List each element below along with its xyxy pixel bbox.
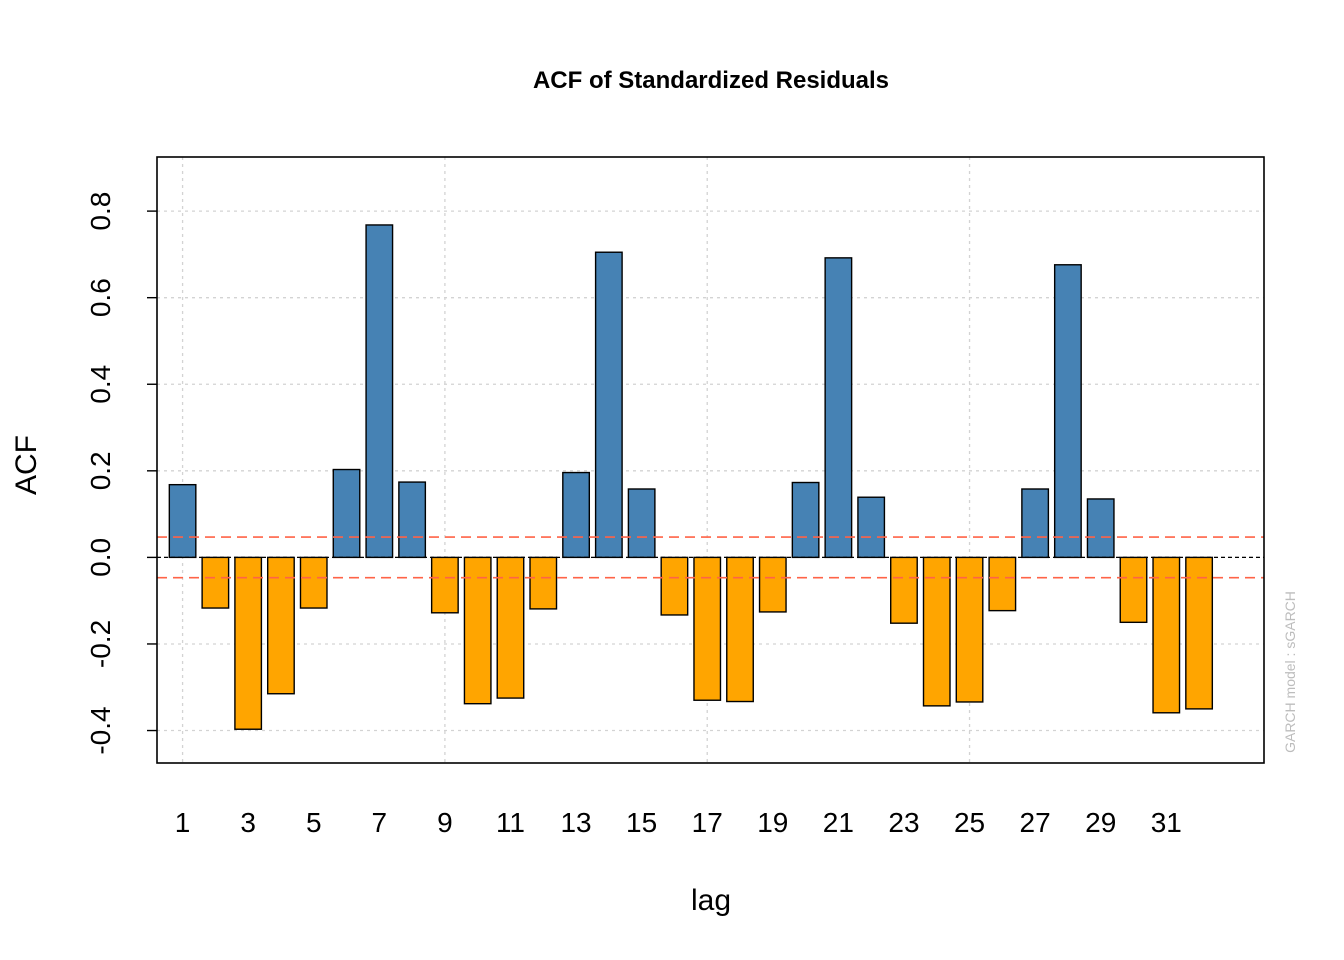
acf-bar-lag-26: [988, 556, 1017, 612]
y-tick-label: 0.6: [85, 278, 116, 317]
acf-bar-lag-1: [168, 483, 197, 559]
x-tick-label: 15: [626, 807, 657, 838]
x-axis-title: lag: [691, 884, 731, 917]
x-tick-label: 29: [1085, 807, 1116, 838]
x-tick-label: 19: [757, 807, 788, 838]
acf-bar-lag-24: [922, 556, 951, 707]
x-axis: 1 3 5 7 9 11 13 15 17 19 21 23 25 27 29 31: [175, 807, 1182, 838]
acf-bar-lag-11: [496, 556, 525, 699]
x-tick-label: 21: [823, 807, 854, 838]
x-tick-label: 17: [692, 807, 723, 838]
acf-bar-lag-7: [365, 224, 394, 559]
acf-bar-lag-25: [955, 556, 984, 703]
plot-frame: [156, 156, 1265, 764]
y-axis: -0.4 -0.2 0.0 0.2 0.4 0.6 0.8: [85, 192, 157, 755]
y-axis-title: ACF: [10, 435, 43, 495]
y-tick-label: 0.4: [85, 365, 116, 404]
y-tick-label: 0.0: [85, 538, 116, 577]
acf-bar-lag-13: [562, 471, 591, 559]
x-tick-label: 5: [306, 807, 322, 838]
acf-bar-lag-23: [890, 556, 918, 624]
x-tick-label: 7: [372, 807, 388, 838]
y-tick-label: 0.8: [85, 192, 116, 231]
x-tick-label: 31: [1151, 807, 1182, 838]
y-tick-label: 0.2: [85, 451, 116, 490]
acf-bar-lag-14: [594, 251, 623, 559]
x-tick-label: 13: [560, 807, 591, 838]
y-tick-label: -0.4: [85, 706, 116, 754]
acf-bar-lag-21: [824, 257, 853, 559]
acf-bar-lag-22: [857, 496, 886, 559]
x-tick-label: 25: [954, 807, 985, 838]
watermark: GARCH model : sGARCH: [1282, 591, 1298, 753]
x-tick-label: 27: [1020, 807, 1051, 838]
x-tick-label: 11: [496, 807, 525, 838]
x-tick-label: 3: [240, 807, 256, 838]
acf-bar-lag-15: [627, 488, 656, 559]
x-tick-label: 23: [888, 807, 919, 838]
acf-bar-lag-16: [660, 556, 689, 616]
acf-bar-lag-18: [726, 556, 754, 703]
bars: [168, 224, 1214, 730]
acf-bar-lag-29: [1086, 498, 1115, 559]
acf-bar-lag-32: [1185, 556, 1214, 710]
acf-bar-lag-2: [201, 556, 230, 609]
acf-bar-lag-28: [1053, 264, 1082, 559]
acf-bar-lag-27: [1021, 488, 1050, 559]
acf-bar-lag-4: [266, 556, 295, 695]
reference-lines: [157, 536, 1264, 579]
acf-bar-lag-20: [791, 481, 820, 559]
chart-title: ACF of Standardized Residuals: [533, 67, 889, 94]
acf-bar-lag-6: [332, 468, 361, 559]
acf-bar-lag-3: [234, 556, 263, 730]
acf-bar-lag-31: [1152, 556, 1181, 714]
acf-bar-lag-8: [398, 481, 427, 559]
acf-bar-lag-10: [463, 556, 492, 705]
acf-bar-lag-9: [430, 556, 459, 614]
x-tick-label: 1: [175, 807, 191, 838]
acf-bar-lag-19: [758, 556, 787, 613]
acf-bar-lag-17: [693, 556, 722, 701]
acf-bar-lag-30: [1119, 556, 1148, 624]
acf-bar-lag-12: [529, 556, 558, 610]
y-tick-label: -0.2: [85, 620, 116, 668]
acf-bar-lag-5: [299, 556, 328, 609]
x-tick-label: 9: [437, 807, 453, 838]
